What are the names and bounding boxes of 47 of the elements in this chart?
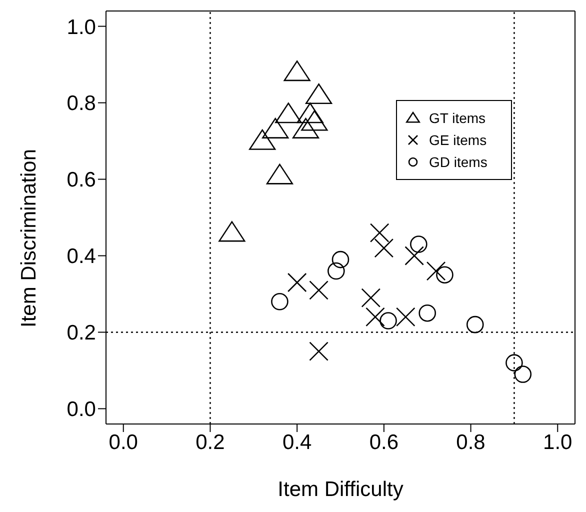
- point: [436, 266, 454, 284]
- point: [332, 250, 350, 268]
- point: [284, 60, 310, 82]
- x-tick-label: 0.0: [108, 430, 138, 454]
- point: [506, 354, 523, 372]
- point: [249, 129, 276, 150]
- point: [370, 223, 390, 242]
- x-axis-title: Item Difficulty: [278, 478, 404, 501]
- point: [309, 280, 328, 300]
- point: [410, 236, 428, 253]
- y-tick-label: 1.0: [66, 16, 96, 39]
- point: [366, 307, 385, 327]
- point: [380, 312, 397, 330]
- x-tick-label: 0.8: [456, 430, 486, 454]
- y-tick-label: 0.6: [66, 168, 96, 192]
- point: [275, 102, 302, 124]
- legend-label: GE items: [429, 132, 487, 148]
- point: [271, 292, 288, 310]
- point: [426, 261, 446, 281]
- y-tick-label: 0.0: [66, 398, 96, 422]
- point: [514, 366, 532, 383]
- x-tick-label: 1.0: [543, 430, 572, 454]
- point: [466, 316, 484, 334]
- point: [404, 246, 424, 266]
- y-axis-title: Item Discrimination: [17, 148, 40, 328]
- point: [301, 110, 328, 131]
- point: [218, 221, 246, 242]
- point: [361, 288, 381, 308]
- point: [396, 307, 416, 327]
- point: [296, 102, 324, 124]
- point: [418, 304, 436, 322]
- legend-label: GT items: [429, 110, 486, 126]
- point: [287, 272, 307, 292]
- point: [309, 342, 328, 361]
- legend-label: GD items: [429, 154, 488, 170]
- point: [305, 83, 332, 104]
- x-tick-label: 0.6: [369, 430, 399, 454]
- point: [266, 164, 294, 184]
- point: [374, 238, 394, 258]
- x-tick-label: 0.4: [282, 430, 312, 454]
- x-tick-label: 0.2: [196, 430, 225, 454]
- y-tick-label: 0.8: [66, 92, 96, 116]
- y-tick-label: 0.4: [66, 245, 96, 268]
- point: [328, 262, 345, 280]
- y-tick-label: 0.2: [66, 322, 96, 345]
- point: [262, 118, 289, 138]
- point: [292, 118, 320, 138]
